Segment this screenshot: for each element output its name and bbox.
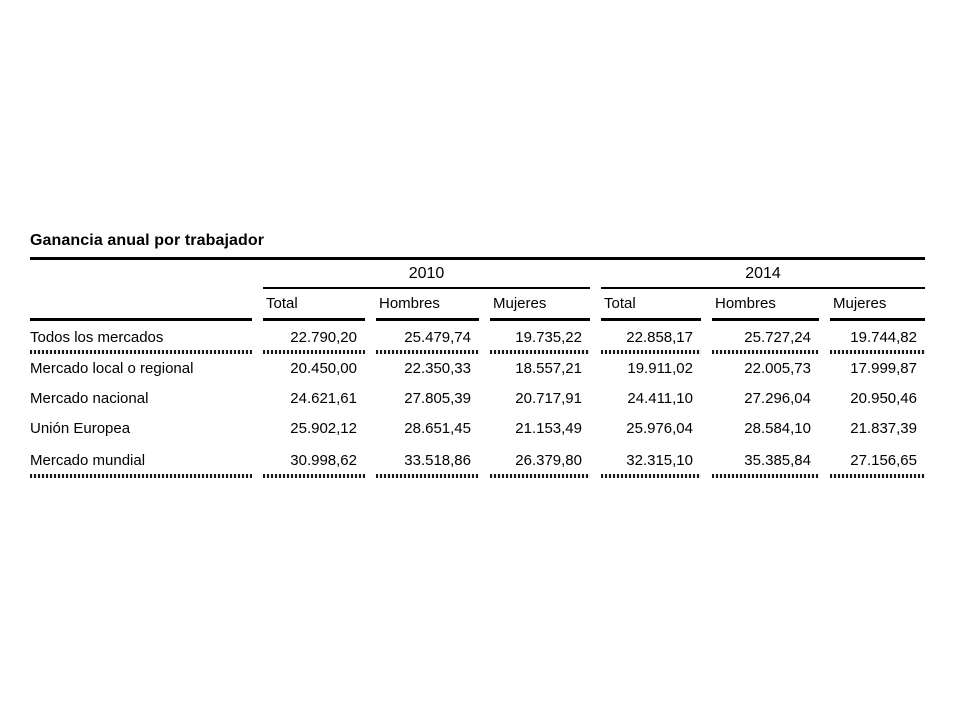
column-header-hombres-2010: Hombres	[376, 289, 479, 321]
column-header-stub	[30, 289, 252, 321]
table-cell: 20.717,91	[515, 390, 582, 407]
table-cell: 22.005,73	[744, 360, 811, 377]
column-header-mujeres-2014: Mujeres	[830, 289, 925, 321]
table-cell: 35.385,84	[712, 444, 819, 478]
column-header-hombres-2014: Hombres	[712, 289, 819, 321]
row-label-mercado-mundial: Mercado mundial	[30, 444, 252, 478]
row-label-todos-los-mercados: Todos los mercados	[30, 321, 252, 354]
earnings-grid: 2010 2014 Total Hombres Mujeres Total Ho…	[30, 260, 925, 478]
table-cell: 27.156,65	[830, 444, 925, 478]
table-cell: 25.976,04	[626, 420, 693, 437]
table-cell: 18.557,21	[515, 360, 582, 377]
table-cell: 33.518,86	[376, 444, 479, 478]
table-cell: 24.621,61	[290, 390, 357, 407]
table-cell: 24.411,10	[627, 390, 693, 407]
table-cell: 22.790,20	[263, 321, 365, 354]
table-title: Ganancia anual por trabajador	[30, 231, 925, 260]
row-label-union-europea: Unión Europea	[30, 420, 131, 437]
year-header-2014: 2014	[601, 260, 925, 289]
year-header-2010: 2010	[263, 260, 590, 289]
earnings-table: Ganancia anual por trabajador 2010 2014 …	[30, 231, 925, 478]
table-cell: 20.450,00	[290, 360, 357, 377]
table-cell: 26.379,80	[490, 444, 590, 478]
column-header-mujeres-2010: Mujeres	[490, 289, 590, 321]
table-cell: 22.858,17	[601, 321, 701, 354]
table-cell: 20.950,46	[850, 390, 917, 407]
table-cell: 19.911,02	[627, 360, 693, 377]
table-cell: 27.296,04	[744, 390, 811, 407]
table-cell: 17.999,87	[850, 360, 917, 377]
table-cell: 19.735,22	[490, 321, 590, 354]
row-label-mercado-nacional: Mercado nacional	[30, 390, 149, 407]
year-row-stub-spacer	[30, 260, 252, 289]
table-cell: 19.744,82	[830, 321, 925, 354]
table-cell: 21.837,39	[850, 420, 917, 437]
table-cell: 32.315,10	[601, 444, 701, 478]
table-cell: 21.153,49	[515, 420, 582, 437]
table-cell: 30.998,62	[263, 444, 365, 478]
table-cell: 22.350,33	[404, 360, 471, 377]
table-cell: 28.584,10	[744, 420, 811, 437]
table-cell: 27.805,39	[404, 390, 471, 407]
table-cell: 28.651,45	[404, 420, 471, 437]
table-cell: 25.727,24	[712, 321, 819, 354]
row-label-mercado-local-o-regional: Mercado local o regional	[30, 360, 194, 377]
table-cell: 25.902,12	[290, 420, 357, 437]
table-cell: 25.479,74	[376, 321, 479, 354]
column-header-total-2014: Total	[601, 289, 701, 321]
column-header-total-2010: Total	[263, 289, 365, 321]
